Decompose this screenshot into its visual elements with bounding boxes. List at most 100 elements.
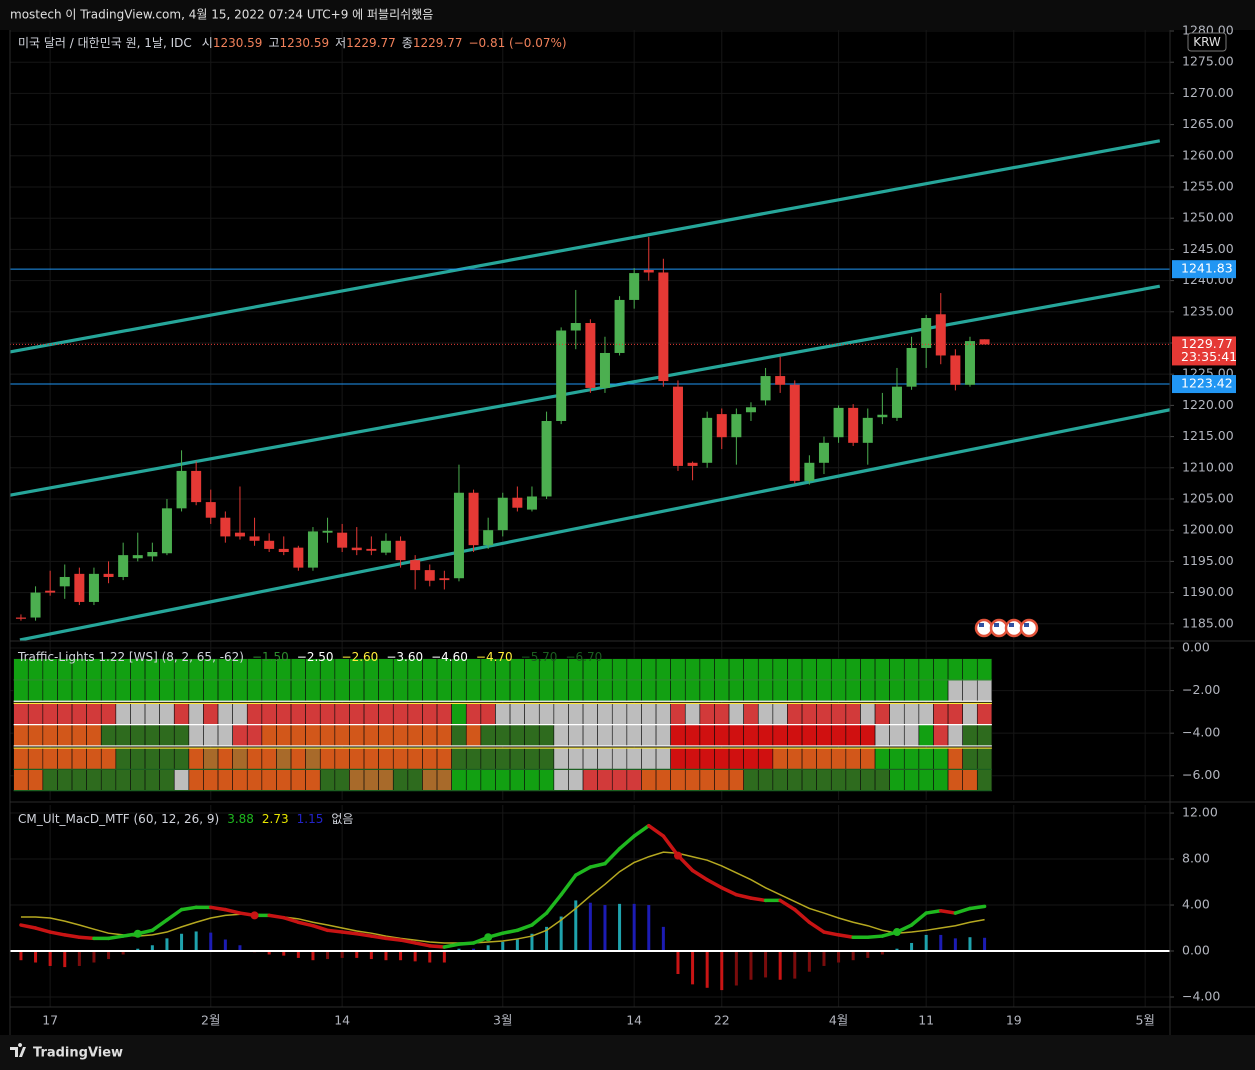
macd-segment (179, 905, 198, 912)
heatmap-cell (290, 703, 306, 725)
signal-value: 2.73 (262, 812, 289, 826)
currency-box[interactable] (1187, 32, 1227, 52)
candle-body (30, 592, 41, 618)
heatmap-cell (465, 679, 482, 702)
cross-dot (250, 911, 259, 920)
heatmap-cell (495, 679, 511, 702)
heatmap-cell (100, 724, 117, 747)
histogram-bar (296, 951, 300, 958)
heatmap-cell (115, 703, 131, 725)
heatmap-cell (100, 679, 117, 702)
histogram-bar (121, 951, 125, 955)
heatmap-cell (246, 679, 263, 702)
heatmap-cell (641, 724, 657, 747)
heatmap-cell (845, 703, 861, 725)
heatmap-cell (436, 679, 452, 702)
candle-body (59, 576, 70, 587)
heatmap-cell (553, 769, 569, 791)
heatmap-cell (714, 747, 730, 770)
heatmap-cell (13, 724, 29, 747)
heatmap-cell (903, 658, 920, 681)
heatmap-cell (203, 679, 219, 702)
heatmap-cell (568, 747, 584, 770)
heatmap-cell (801, 769, 817, 791)
heatmap-cell (100, 769, 117, 791)
event-icon[interactable] (989, 618, 1009, 638)
heatmap-cell (392, 769, 409, 791)
histogram-bar (851, 951, 855, 961)
heatmap-cell (816, 769, 832, 791)
indicator-title: CM_Ult_MacD_MTF (60, 12, 26, 9) (18, 812, 219, 826)
heatmap-cell (173, 703, 190, 725)
heatmap-cell (538, 703, 555, 725)
histogram-bar (983, 937, 987, 952)
y-tick-label: 1195.00 (1182, 553, 1234, 568)
content-layer (9, 139, 1171, 991)
heatmap-cell (684, 724, 701, 747)
heatmap-cell (71, 747, 87, 770)
heatmap-cell (874, 724, 890, 747)
heatmap-cell (422, 703, 438, 725)
candle-body (848, 407, 859, 443)
heatmap-cell (392, 747, 409, 770)
event-icon[interactable] (1004, 618, 1024, 638)
macd-segment (953, 906, 972, 915)
heatmap-cell (290, 769, 306, 791)
heatmap-cell (71, 703, 87, 725)
heatmap-cell (597, 769, 613, 791)
heatmap-cell (641, 658, 657, 681)
y-tick-label: −2.00 (1182, 682, 1220, 697)
histogram-bar (486, 945, 490, 952)
heatmap-cell (217, 679, 233, 702)
heatmap-cell (772, 679, 788, 702)
heatmap-cell (830, 769, 847, 791)
heatmap-cell (173, 769, 190, 791)
heatmap-cell (918, 724, 934, 747)
heatmap-cell (889, 658, 905, 681)
heatmap-cell (130, 703, 146, 725)
heatmap-cell (349, 769, 365, 791)
macd-segment (939, 909, 958, 915)
macd-segment (501, 928, 520, 935)
macd-segment (909, 911, 928, 927)
currency-label[interactable]: KRW (1193, 35, 1221, 49)
heatmap-cell (57, 724, 73, 747)
macd-segment (282, 915, 301, 925)
histogram-bar (472, 948, 476, 952)
macd-segment (544, 892, 563, 915)
heatmap-cell (553, 679, 569, 702)
event-icon[interactable] (1019, 618, 1039, 638)
heatmap-cell (918, 769, 934, 791)
heatmap-cell (378, 724, 394, 747)
heatmap-cell (276, 747, 292, 770)
histogram-bar (559, 916, 563, 952)
heatmap-cell (611, 769, 628, 791)
heatmap-cell (757, 658, 774, 681)
histogram-bar (92, 951, 96, 963)
level-value: −4.60 (431, 650, 468, 664)
brand-name: TradingView (33, 1046, 123, 1061)
heatmap-cell (772, 769, 788, 791)
heatmap-cell (27, 703, 44, 725)
heatmap-cell (699, 724, 715, 747)
candle-body (585, 323, 596, 388)
heatmap-cell (495, 747, 511, 770)
histogram-bar (764, 951, 768, 978)
ohlc-value: 1229.77 (346, 36, 396, 50)
candle-body (570, 323, 581, 331)
heatmap-cell (203, 703, 219, 725)
event-icon[interactable] (974, 618, 994, 638)
heatmap-cell (641, 769, 657, 791)
heatmap-cell (495, 703, 511, 725)
heatmap-cell (217, 724, 233, 747)
heatmap-cell (845, 747, 861, 770)
heatmap-cell (115, 724, 131, 747)
heatmap-cell (903, 747, 920, 770)
level-label: 1241.83 (1181, 261, 1233, 276)
heatmap-cell (903, 724, 920, 747)
macd-segment (384, 936, 403, 942)
heatmap-cell (772, 703, 788, 725)
histogram-bar (165, 938, 169, 952)
heatmap-cell (816, 658, 832, 681)
candle-body (643, 269, 654, 273)
